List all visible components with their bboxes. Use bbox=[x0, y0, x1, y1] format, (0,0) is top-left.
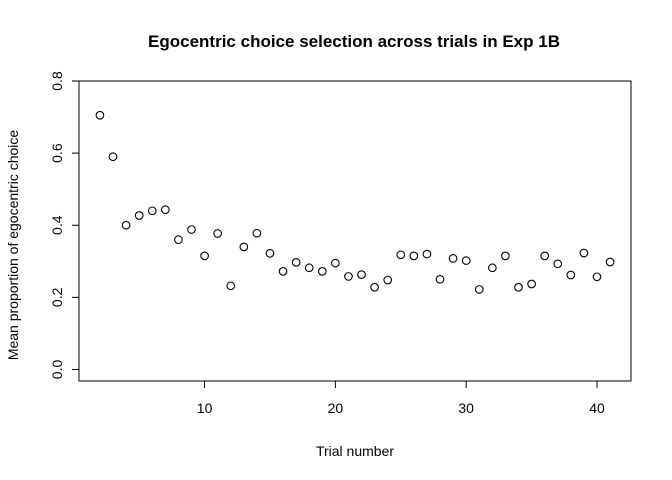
data-point bbox=[357, 270, 366, 279]
data-point bbox=[134, 211, 144, 220]
data-point bbox=[95, 110, 105, 120]
y-axis-title: Mean proportion of egocentric choice bbox=[5, 130, 21, 361]
data-point bbox=[291, 258, 301, 267]
data-point bbox=[553, 259, 563, 269]
data-point bbox=[174, 235, 183, 245]
data-point bbox=[461, 256, 471, 265]
y-tick-label: 0.8 bbox=[49, 71, 65, 91]
chart-title: Egocentric choice selection across trial… bbox=[148, 32, 560, 51]
data-point bbox=[592, 272, 602, 282]
data-point bbox=[121, 220, 131, 230]
y-tick-label: 0.4 bbox=[49, 215, 65, 235]
x-axis: 10 20 30 40 bbox=[197, 380, 605, 416]
y-axis: 0.0 0.2 0.4 0.6 0.8 bbox=[49, 71, 80, 380]
data-point bbox=[501, 251, 510, 261]
data-point bbox=[213, 229, 223, 238]
data-point bbox=[514, 282, 523, 292]
data-point bbox=[448, 254, 458, 263]
data-points bbox=[95, 110, 615, 294]
data-point bbox=[579, 248, 589, 258]
data-point bbox=[396, 250, 406, 260]
data-point bbox=[226, 281, 236, 291]
data-point bbox=[540, 251, 550, 261]
y-tick-label: 0.6 bbox=[49, 143, 65, 163]
data-point bbox=[304, 263, 314, 273]
data-point bbox=[435, 274, 445, 284]
data-point bbox=[108, 152, 118, 162]
data-point bbox=[147, 206, 157, 216]
data-point bbox=[160, 205, 170, 215]
data-point bbox=[409, 251, 419, 261]
data-point bbox=[370, 282, 379, 292]
data-point bbox=[474, 285, 484, 294]
x-tick-label: 30 bbox=[458, 400, 474, 416]
x-tick-label: 20 bbox=[328, 400, 344, 416]
data-point bbox=[239, 242, 249, 252]
data-point bbox=[331, 258, 340, 268]
data-point bbox=[605, 257, 615, 267]
data-point bbox=[422, 249, 432, 259]
data-point bbox=[344, 272, 353, 281]
y-tick-label: 0.2 bbox=[49, 287, 65, 307]
data-point bbox=[265, 249, 275, 258]
x-tick-label: 10 bbox=[197, 400, 213, 416]
data-point bbox=[278, 267, 288, 276]
x-tick-label: 40 bbox=[589, 400, 605, 416]
data-point bbox=[317, 267, 327, 276]
y-tick-label: 0.0 bbox=[49, 360, 65, 380]
data-point bbox=[187, 225, 196, 234]
plot-frame bbox=[78, 80, 632, 382]
data-point bbox=[527, 279, 536, 289]
x-axis-title: Trial number bbox=[316, 443, 394, 459]
data-point bbox=[252, 228, 262, 238]
data-point bbox=[487, 263, 497, 273]
data-point bbox=[566, 270, 576, 280]
data-point bbox=[383, 275, 393, 285]
data-point bbox=[200, 251, 209, 261]
